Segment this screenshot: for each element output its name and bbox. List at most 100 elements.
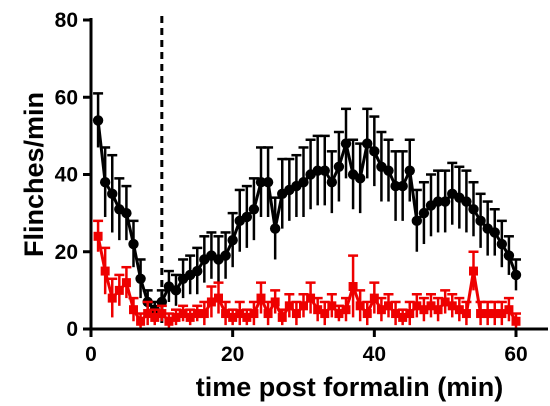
data-point [256, 293, 266, 303]
data-point [404, 165, 415, 176]
data-point [228, 312, 238, 322]
y-tick-label: 60 [55, 86, 78, 109]
data-point [333, 161, 345, 172]
data-point [454, 305, 464, 315]
data-point [362, 309, 372, 319]
data-point [326, 177, 338, 188]
data-point [164, 316, 174, 326]
data-point [185, 312, 195, 322]
data-point [171, 312, 181, 322]
data-point [391, 309, 401, 319]
data-point [121, 207, 132, 219]
data-point [306, 293, 316, 303]
data-point [156, 296, 168, 308]
data-point [503, 250, 515, 261]
series-2 [93, 219, 521, 329]
data-point [92, 115, 104, 126]
data-point [129, 305, 138, 315]
data-point [461, 196, 472, 207]
data-point [107, 188, 118, 200]
data-point [397, 180, 408, 192]
data-point [263, 309, 273, 319]
data-point [227, 234, 238, 246]
series-layer [92, 92, 522, 329]
data-point [269, 223, 281, 234]
data-point [511, 316, 521, 326]
data-point [340, 138, 352, 149]
x-tick-label: 20 [221, 343, 244, 366]
data-point [327, 301, 337, 311]
data-point [483, 309, 493, 319]
data-point [461, 309, 471, 319]
data-point [418, 207, 430, 219]
data-point [334, 309, 344, 319]
data-point [320, 309, 330, 319]
data-point [157, 309, 167, 319]
data-point [398, 312, 408, 322]
data-point [439, 196, 451, 207]
data-point [411, 215, 423, 227]
data-point [354, 173, 366, 184]
data-point [107, 293, 117, 303]
data-point [476, 309, 486, 319]
data-point [170, 285, 182, 296]
data-point [241, 211, 253, 223]
data-point [178, 309, 188, 319]
data-point [440, 297, 450, 307]
data-point [135, 273, 146, 284]
data-point [299, 301, 308, 311]
data-point [469, 266, 478, 276]
data-point [383, 165, 394, 176]
data-point [277, 312, 287, 322]
y-axis-title: Flinches/min [19, 92, 49, 257]
data-point [249, 309, 259, 319]
data-point [348, 282, 358, 292]
y-tick-label: 40 [55, 164, 78, 187]
data-point [150, 312, 160, 322]
data-point [496, 238, 508, 250]
data-point [192, 309, 202, 319]
data-point [475, 215, 486, 227]
data-point [93, 231, 103, 241]
data-point [248, 204, 260, 215]
data-point [447, 301, 457, 311]
data-point [206, 297, 216, 307]
data-point [262, 177, 274, 188]
data-point [369, 293, 379, 303]
data-point [136, 316, 146, 326]
data-point [214, 293, 223, 303]
data-point [99, 177, 111, 188]
series-1 [92, 92, 522, 318]
data-point [313, 305, 323, 315]
data-point [291, 309, 301, 319]
data-point [100, 266, 110, 276]
data-point [433, 305, 443, 315]
data-point [220, 250, 231, 261]
data-point [369, 146, 380, 157]
data-point [426, 301, 436, 311]
data-point [121, 278, 131, 288]
data-point [192, 265, 203, 277]
data-point [221, 309, 231, 319]
y-tick-label: 80 [55, 9, 78, 32]
data-point [490, 309, 500, 319]
y-tick-label: 0 [66, 318, 78, 341]
data-point [114, 285, 124, 295]
data-point [128, 238, 139, 250]
data-point [341, 305, 351, 315]
data-point [376, 305, 386, 315]
data-point [504, 305, 514, 315]
data-point [199, 309, 209, 319]
y-tick-label: 20 [55, 241, 78, 264]
data-point [419, 305, 429, 315]
data-point [235, 309, 245, 319]
data-point [362, 138, 373, 149]
data-point [468, 204, 479, 215]
data-point [143, 309, 153, 319]
data-point [319, 165, 330, 176]
data-point [270, 297, 280, 307]
data-point [298, 177, 309, 188]
data-point [384, 301, 393, 311]
x-tick-label: 0 [85, 343, 97, 366]
